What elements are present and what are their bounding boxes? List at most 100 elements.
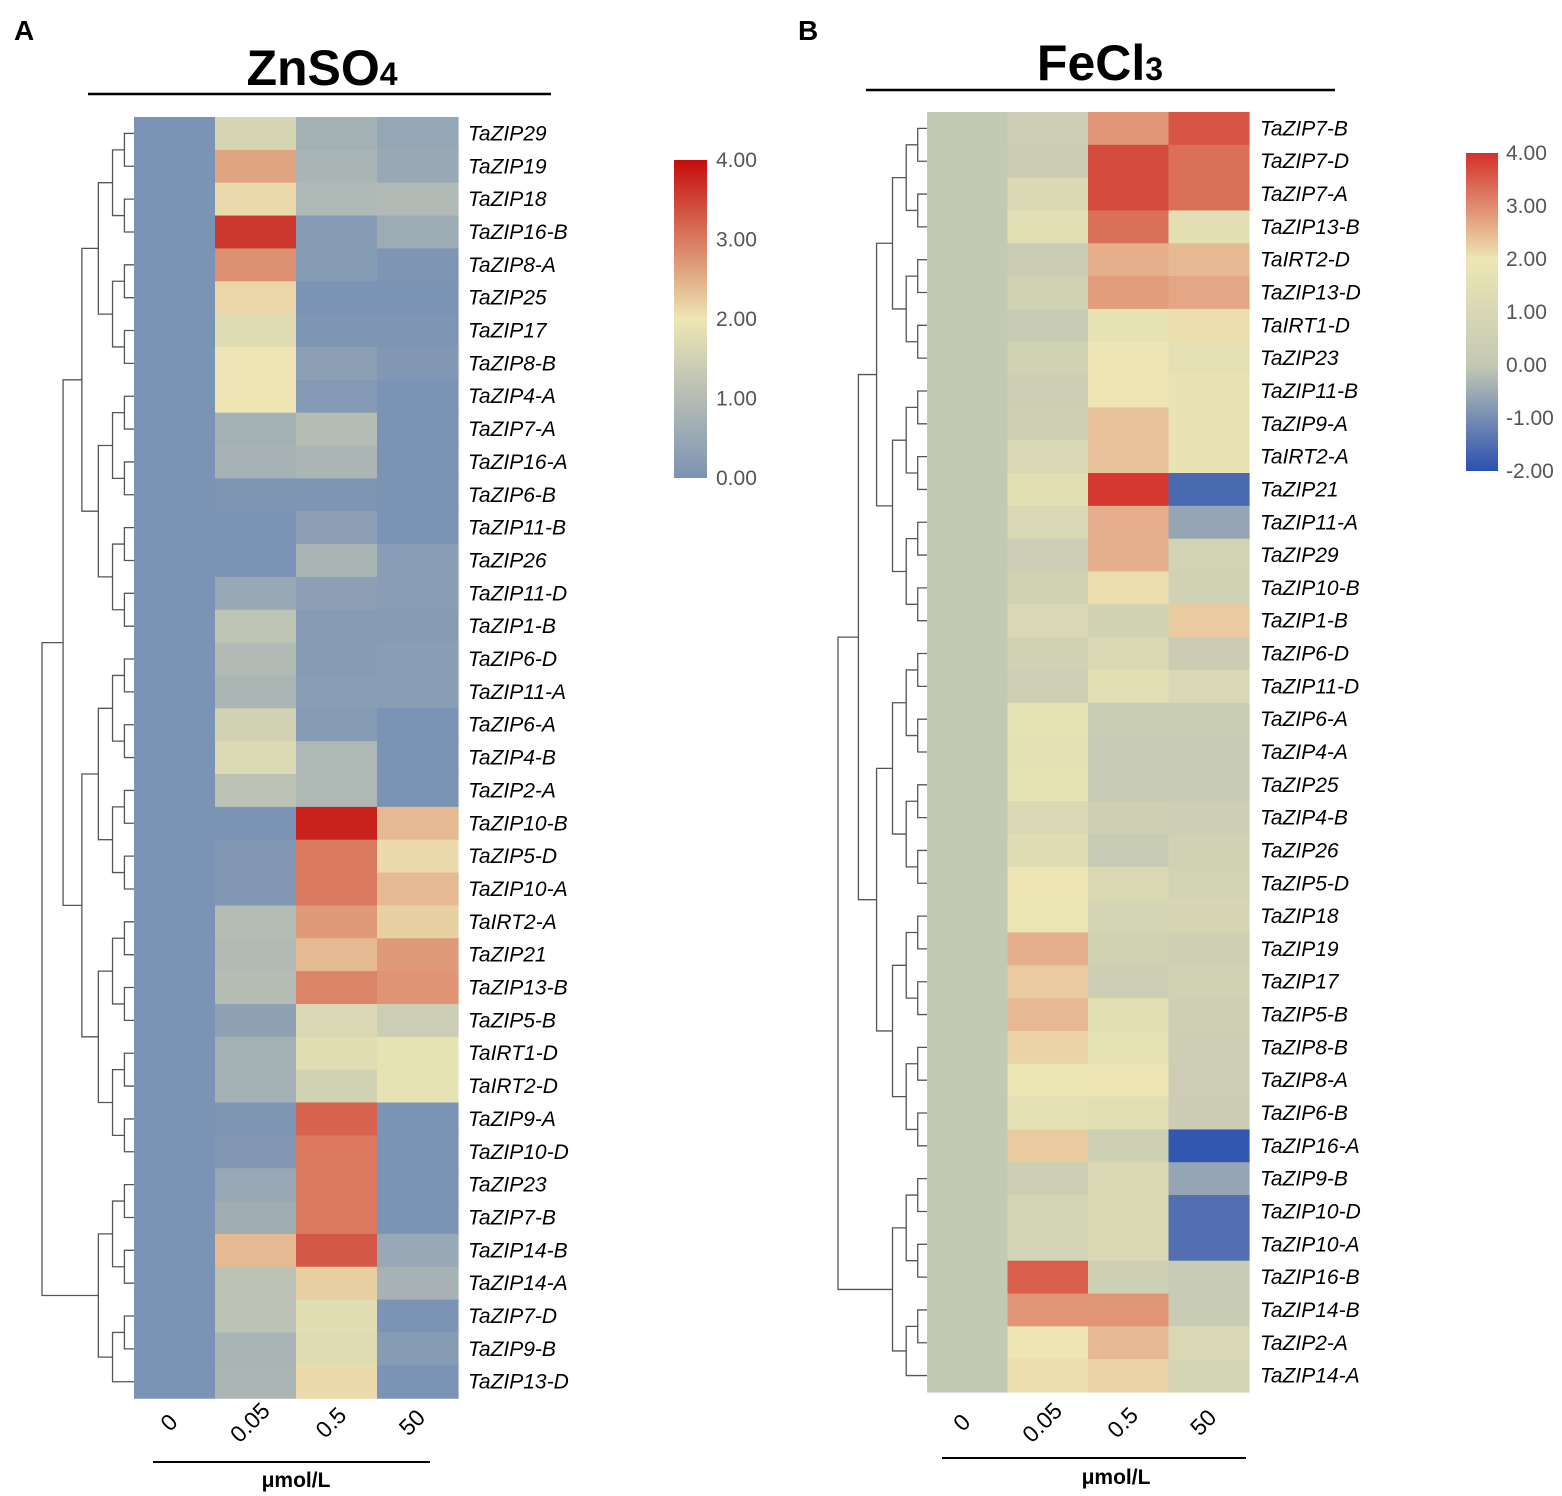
heatmap-cell (296, 1069, 378, 1104)
gene-label: TaZIP17 (1260, 971, 1340, 994)
dendrogram-branch (917, 915, 927, 950)
heatmap-cell (1088, 1326, 1170, 1360)
panel-a-dendrogram (41, 132, 134, 1383)
dendrogram-branch (111, 806, 125, 874)
dendrogram-branch (917, 652, 927, 687)
heatmap-cell (1168, 308, 1250, 343)
heatmap-cell (1168, 505, 1250, 540)
heatmap-cell (296, 215, 378, 249)
panel-a-title-subscript: 4 (380, 56, 398, 92)
colorbar-tick-label: 2.00 (716, 308, 757, 331)
heatmap-cell (215, 1365, 297, 1399)
heatmap-cell (1007, 177, 1089, 212)
gene-label: TaZIP10-A (1260, 1233, 1360, 1256)
gene-label: TaZIP6-A (468, 714, 556, 737)
heatmap-cell (377, 971, 459, 1005)
heatmap-cell (296, 412, 378, 447)
heatmap-cell (1007, 407, 1089, 441)
dendrogram-branch (917, 1243, 927, 1278)
heatmap-cell (1007, 637, 1089, 671)
heatmap-cell (927, 505, 1009, 540)
dendrogram-branch (111, 149, 125, 217)
gene-label: TaZIP6-D (1260, 643, 1349, 666)
heatmap-cell (377, 1102, 459, 1136)
heatmap-cell (1088, 538, 1170, 573)
heatmap-cell (377, 1036, 459, 1071)
dendrogram-branch (123, 724, 134, 759)
heatmap-cell (134, 1135, 216, 1169)
heatmap-cell (296, 544, 378, 578)
heatmap-cell (1168, 341, 1250, 376)
dendrogram-branch (123, 921, 134, 956)
panel-a-title-main: ZnSO (246, 40, 379, 96)
heatmap-cell (1088, 866, 1170, 901)
heatmap-cell (1168, 374, 1250, 408)
heatmap-cell (215, 346, 297, 381)
panel-a-colorbar (674, 160, 707, 478)
gene-label: TaZIP25 (468, 287, 547, 310)
heatmap-cell (134, 412, 216, 447)
gene-label: TaZIP17 (468, 320, 548, 343)
x-tick-label: 0.05 (225, 1397, 275, 1447)
heatmap-cell (1007, 669, 1089, 704)
heatmap-cell (1168, 801, 1250, 835)
dendrogram-branch (111, 1200, 125, 1268)
heatmap-cell (296, 182, 378, 217)
gene-label: TaZIP7-A (468, 418, 556, 441)
heatmap-cell (215, 511, 297, 545)
heatmap-cell (1168, 932, 1250, 966)
panel-b-heatmap-cells (927, 112, 1250, 1393)
heatmap-cell (927, 669, 1009, 704)
colorbar-tick-label: 4.00 (1506, 142, 1547, 165)
gene-label: TaZIP21 (1260, 478, 1339, 501)
dendrogram-branch (917, 981, 927, 1016)
heatmap-cell (1007, 834, 1089, 868)
heatmap-cell (377, 675, 459, 709)
heatmap-cell (134, 774, 216, 808)
heatmap-cell (1088, 1096, 1170, 1131)
heatmap-cell (1168, 866, 1250, 901)
panel-b-gene-labels: TaZIP7-B TaZIP7-D TaZIP7-A TaZIP13-B TaIRT2-… (1260, 117, 1361, 1387)
heatmap-cell (134, 708, 216, 742)
dendrogram-branch (905, 1063, 918, 1131)
panel-a-heatmap-cells (134, 117, 459, 1399)
heatmap-cell (134, 445, 216, 479)
gene-label: TaZIP11-B (1260, 380, 1358, 403)
heatmap-cell (296, 642, 378, 677)
dendrogram-branch (917, 1309, 927, 1344)
dendrogram-branch (97, 970, 113, 1104)
heatmap-cell (296, 609, 378, 644)
dendrogram-branch (97, 444, 113, 578)
heatmap-cell (1088, 801, 1170, 835)
heatmap-cell (215, 806, 297, 841)
heatmap-cell (927, 276, 1009, 310)
heatmap-cell (1168, 998, 1250, 1032)
dendrogram-branch (837, 636, 893, 1291)
heatmap-cell (377, 1135, 459, 1169)
heatmap-cell (1007, 1030, 1089, 1065)
heatmap-cell (1088, 834, 1170, 868)
heatmap-cell (134, 1365, 216, 1399)
heatmap-cell (296, 576, 378, 611)
dendrogram-branch (123, 1315, 134, 1350)
heatmap-cell (1007, 965, 1089, 999)
dendrogram-branch (123, 1183, 134, 1219)
gene-label: TaZIP5-D (468, 845, 557, 868)
heatmap-cell (377, 576, 459, 611)
heatmap-cell (1088, 637, 1170, 671)
heatmap-cell (296, 741, 378, 775)
heatmap-cell (1088, 144, 1170, 179)
heatmap-cell (1088, 341, 1170, 376)
heatmap-cell (377, 544, 459, 578)
heatmap-cell (1168, 604, 1250, 638)
gene-label: TaZIP11-B (468, 517, 566, 540)
heatmap-cell (1088, 1293, 1170, 1327)
gene-label: TaZIP8-B (1260, 1036, 1348, 1059)
heatmap-cell (215, 281, 297, 315)
dendrogram-branch (97, 182, 113, 315)
dendrogram-branch (123, 461, 134, 496)
heatmap-cell (927, 308, 1009, 343)
heatmap-cell (1088, 1030, 1170, 1065)
gene-label: TaZIP14-A (468, 1272, 568, 1295)
heatmap-cell (296, 379, 378, 414)
